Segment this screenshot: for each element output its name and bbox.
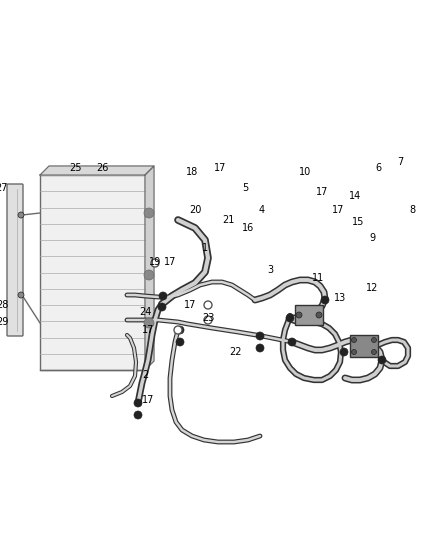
- Text: 11: 11: [312, 273, 324, 283]
- Text: 21: 21: [222, 215, 234, 225]
- Text: 9: 9: [369, 233, 375, 243]
- Text: 12: 12: [366, 283, 378, 293]
- Text: 22: 22: [229, 347, 241, 357]
- Text: 29: 29: [0, 317, 8, 327]
- Text: 10: 10: [299, 167, 311, 177]
- Bar: [295, 305, 323, 325]
- Circle shape: [256, 332, 264, 340]
- Circle shape: [144, 318, 154, 328]
- Polygon shape: [40, 166, 154, 175]
- Polygon shape: [145, 166, 154, 370]
- Text: 20: 20: [189, 205, 201, 215]
- Text: 6: 6: [375, 163, 381, 173]
- Circle shape: [18, 292, 24, 298]
- Circle shape: [204, 316, 212, 324]
- Circle shape: [316, 312, 322, 318]
- Circle shape: [321, 296, 329, 304]
- Text: 16: 16: [242, 223, 254, 233]
- Circle shape: [378, 356, 386, 364]
- Text: 17: 17: [142, 395, 154, 405]
- Circle shape: [256, 344, 264, 352]
- Text: 8: 8: [409, 205, 415, 215]
- Text: 28: 28: [0, 300, 8, 310]
- Circle shape: [159, 292, 167, 300]
- Circle shape: [176, 326, 184, 334]
- Text: 17: 17: [332, 205, 344, 215]
- Circle shape: [134, 411, 142, 419]
- Circle shape: [158, 303, 166, 311]
- Text: 14: 14: [349, 191, 361, 201]
- Text: 26: 26: [96, 163, 108, 173]
- Text: 1: 1: [202, 243, 208, 253]
- Text: 17: 17: [142, 325, 154, 335]
- Circle shape: [288, 338, 296, 346]
- Text: 25: 25: [69, 163, 81, 173]
- Text: 3: 3: [267, 265, 273, 275]
- Text: 17: 17: [164, 257, 176, 267]
- Text: 13: 13: [334, 293, 346, 303]
- Bar: [350, 335, 378, 357]
- Text: 19: 19: [149, 257, 161, 267]
- Circle shape: [352, 350, 357, 354]
- Text: 2: 2: [142, 370, 148, 380]
- Circle shape: [151, 259, 159, 267]
- Text: 23: 23: [202, 313, 214, 323]
- Text: 7: 7: [397, 157, 403, 167]
- Bar: [40, 175, 145, 370]
- Circle shape: [174, 326, 182, 334]
- Text: 15: 15: [352, 217, 364, 227]
- Text: 17: 17: [184, 300, 196, 310]
- Text: 18: 18: [186, 167, 198, 177]
- Circle shape: [340, 348, 348, 356]
- Circle shape: [176, 338, 184, 346]
- FancyBboxPatch shape: [7, 184, 23, 336]
- Text: 5: 5: [242, 183, 248, 193]
- Circle shape: [371, 337, 377, 343]
- Text: 4: 4: [259, 205, 265, 215]
- Circle shape: [286, 314, 294, 322]
- Circle shape: [18, 212, 24, 218]
- Text: 24: 24: [139, 307, 151, 317]
- Circle shape: [134, 399, 142, 407]
- Text: 17: 17: [316, 187, 328, 197]
- Circle shape: [204, 301, 212, 309]
- Circle shape: [144, 208, 154, 218]
- Circle shape: [144, 270, 154, 280]
- Circle shape: [352, 337, 357, 343]
- Circle shape: [296, 312, 302, 318]
- Circle shape: [371, 350, 377, 354]
- Text: 17: 17: [214, 163, 226, 173]
- Text: 27: 27: [0, 183, 8, 193]
